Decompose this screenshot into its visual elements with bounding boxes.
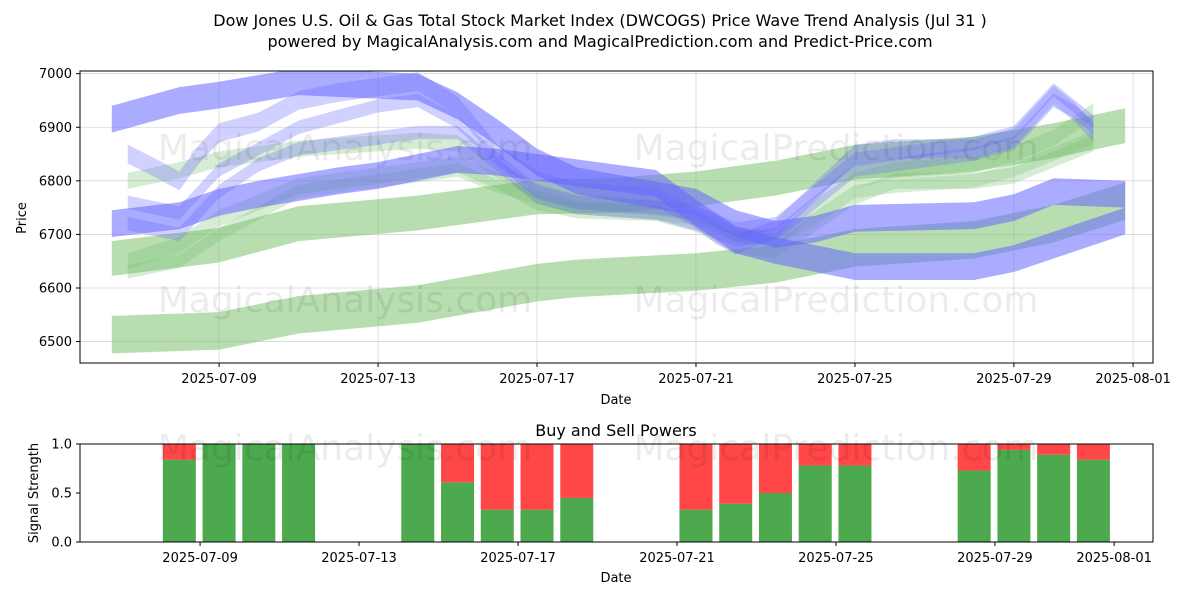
price-band-green-1 [111,182,1126,354]
buy-bar [679,509,713,542]
buy-bar [997,449,1031,542]
price-x-tick-label: 2025-07-21 [658,372,734,387]
powers-x-tick-label: 2025-07-25 [798,551,874,566]
sell-bar [679,444,713,510]
watermark-text: MagicalAnalysis.com [158,128,532,169]
buy-bar [560,497,594,542]
buy-bar [719,503,753,542]
sell-bar [997,444,1031,450]
sell-bar [798,444,832,466]
sell-bar [162,444,196,460]
price-y-tick-label: 7000 [39,67,72,82]
price-y-axis-label: Price [15,202,30,234]
price-band-blue-10 [127,83,1094,236]
sell-bar [441,444,475,483]
price-bands [111,71,1126,354]
buy-bar [162,459,196,542]
powers-y-tick-label: 0.0 [51,536,72,551]
sell-bar [719,444,753,504]
sell-bar [758,444,792,493]
price-x-tick-label: 2025-07-29 [976,372,1052,387]
buy-bar [282,444,316,542]
watermark-text: MagicalPrediction.com [634,128,1039,169]
sell-bar [520,444,554,510]
powers-plot-frame [79,443,1154,543]
powers-x-tick-label: 2025-07-13 [321,551,397,566]
watermark-text: MagicalAnalysis.com [158,280,532,321]
buy-bar [441,482,475,542]
price-band-blue-7 [111,146,1126,280]
price-band-blue-9 [127,93,1094,247]
powers-x-tick-label: 2025-07-29 [957,551,1033,566]
powers-x-tick-label: 2025-07-21 [639,551,715,566]
price-x-tick-label: 2025-07-25 [817,372,893,387]
price-y-tick-label: 6500 [39,335,72,350]
price-x-tick-label: 2025-07-17 [499,372,575,387]
buy-bar [1076,459,1110,542]
buy-bar [480,509,514,542]
watermark-text: MagicalAnalysis.com [158,428,532,469]
powers-x-tick-label: 2025-07-17 [480,551,556,566]
sell-bar [1037,444,1071,455]
price-x-tick-label: 2025-07-09 [181,372,257,387]
price-x-tick-label: 2025-07-13 [340,372,416,387]
price-wave-plot: 6500 6600 6700 6800 6900 7000 2025-07-09 2025-0… [39,67,1171,387]
sell-bar [838,444,872,466]
buy-bar [798,465,832,542]
buy-sell-powers-plot: MagicalAnalysis.com MagicalPrediction.com… [51,428,1154,566]
sell-bar [560,444,594,498]
price-x-tick-label: 2025-08-01 [1095,372,1171,387]
buy-bar [202,444,236,542]
buy-bar [758,493,792,542]
chart-title: Dow Jones U.S. Oil & Gas Total Stock Mar… [213,11,986,30]
buy-bar [520,509,554,542]
price-y-tick-label: 6700 [39,228,72,243]
watermark-text: MagicalPrediction.com [634,280,1039,321]
powers-title: Buy and Sell Powers [535,421,697,440]
watermark-text: MagicalPrediction.com [634,428,1039,469]
price-x-axis-label: Date [600,393,631,408]
powers-y-axis-label: Signal Strength [27,443,42,543]
price-y-tick-label: 6600 [39,281,72,296]
powers-y-tick-label: 0.5 [51,487,72,502]
price-y-tick-label: 6800 [39,174,72,189]
sell-bar [480,444,514,510]
price-plot-frame [79,70,1154,364]
buy-bar [1037,454,1071,542]
price-band-blue-6 [111,71,1126,248]
buy-bar [242,444,276,542]
powers-x-tick-label: 2025-07-09 [162,551,238,566]
chart-subtitle: powered by MagicalAnalysis.com and Magic… [267,32,932,51]
price-band-green-5 [127,131,1094,279]
price-y-tick-label: 6900 [39,121,72,136]
buy-bar [401,444,435,542]
price-band-green-4 [127,103,1094,248]
sell-bar [957,444,991,471]
powers-x-tick-label: 2025-08-01 [1076,551,1152,566]
powers-x-axis-label: Date [600,571,631,586]
buy-bar [957,470,991,542]
powers-y-tick-label: 1.0 [51,438,72,453]
buy-bar [838,465,872,542]
sell-bar [1076,444,1110,460]
